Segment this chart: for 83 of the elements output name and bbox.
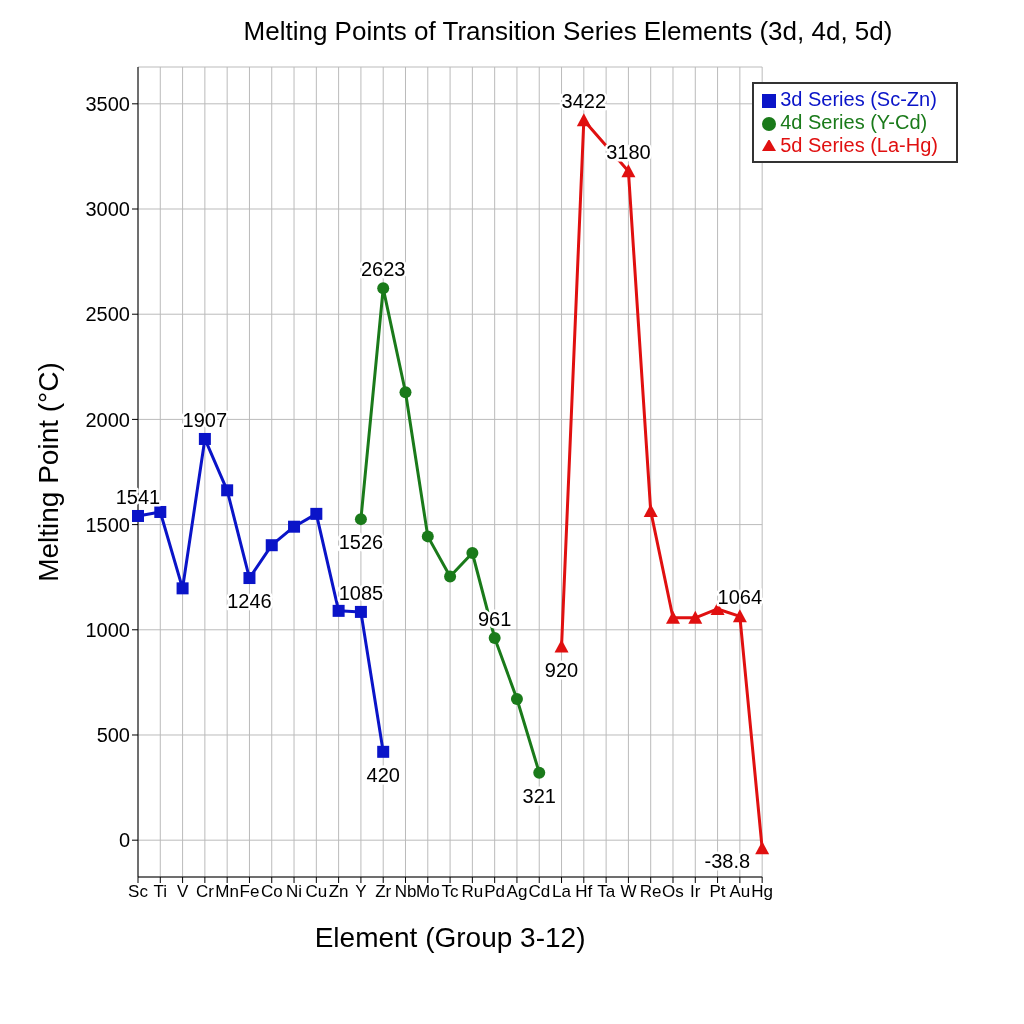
x-tick-label: Ti [153, 882, 168, 902]
point [444, 570, 457, 583]
legend-label: 4d Series (Y-Cd) [780, 111, 928, 133]
point [198, 432, 211, 445]
data-label: 1907 [182, 408, 228, 431]
x-tick-label: Pd [484, 882, 506, 902]
data-label: -38.8 [704, 850, 751, 873]
x-tick-label: Pt [709, 882, 726, 902]
x-tick-label: Tc [441, 882, 460, 902]
x-tick-label: Os [662, 882, 684, 902]
point [332, 604, 345, 617]
x-tick-label: Sc [128, 882, 149, 902]
point [243, 572, 256, 585]
y-tick-label: 2000 [85, 408, 130, 431]
x-tick-label: Ir [690, 882, 701, 902]
point [288, 520, 301, 533]
point [554, 639, 569, 653]
x-tick-label: Nb [394, 882, 417, 902]
point [643, 503, 658, 517]
x-tick-label: Ag [506, 882, 528, 902]
point [221, 484, 234, 497]
data-label: 2623 [360, 258, 406, 281]
data-label: 321 [522, 784, 556, 807]
y-tick-label: 0 [118, 829, 130, 852]
x-tick-label: Hg [751, 882, 774, 902]
x-tick-label: Mn [215, 882, 239, 902]
x-tick-label: La [552, 882, 572, 902]
x-tick-label: Fe [239, 882, 260, 902]
x-tick-label: Ta [597, 882, 616, 902]
point [399, 386, 412, 399]
data-label: 920 [544, 658, 579, 681]
x-tick-label: Co [260, 882, 283, 902]
point [533, 766, 546, 779]
point [466, 547, 479, 559]
x-tick-label: Re [639, 882, 662, 902]
point [421, 530, 434, 543]
point [621, 164, 636, 178]
x-tick-label: Zr [375, 882, 392, 902]
y-tick-label: 3500 [85, 92, 130, 115]
point [354, 513, 367, 526]
point [132, 509, 144, 522]
legend-label: 5d Series (La-Hg) [780, 134, 938, 156]
point [377, 745, 390, 758]
point [176, 582, 189, 595]
y-tick-label: 1500 [85, 513, 130, 536]
point [265, 539, 278, 552]
y-axis-title: Melting Point (°C) [32, 362, 64, 582]
point [510, 693, 523, 706]
point [354, 605, 367, 618]
point [755, 841, 770, 855]
x-tick-label: Ni [286, 882, 303, 902]
x-tick-label: Ru [461, 882, 484, 902]
point [377, 282, 390, 295]
legend-label: 3d Series (Sc-Zn) [780, 88, 937, 110]
x-tick-label: Cr [195, 882, 215, 902]
point [688, 610, 703, 624]
data-label: 1526 [338, 531, 384, 554]
point [665, 610, 680, 624]
x-tick-label: Hf [575, 882, 593, 902]
data-label: 1246 [227, 590, 272, 613]
x-tick-label: V [176, 882, 189, 902]
x-tick-label: Zn [328, 882, 349, 902]
x-tick-label: Au [729, 882, 751, 902]
x-tick-label: Y [355, 882, 367, 902]
data-label: 3422 [561, 90, 607, 113]
x-tick-label: Cu [305, 882, 328, 902]
data-label: 1064 [717, 586, 763, 609]
point [576, 113, 591, 127]
y-tick-label: 3000 [85, 198, 130, 221]
point [732, 609, 747, 623]
x-tick-label: Mo [415, 882, 440, 902]
y-tick-label: 2500 [85, 303, 130, 326]
y-tick-label: 1000 [85, 618, 130, 641]
data-label: 420 [366, 763, 400, 786]
y-tick-label: 500 [96, 724, 130, 747]
x-tick-label: W [620, 882, 637, 902]
point [154, 505, 167, 518]
point [488, 632, 501, 644]
point [310, 507, 323, 520]
x-tick-label: Cd [528, 882, 551, 902]
data-label: 1085 [338, 581, 384, 604]
chart-title: Melting Points of Transition Series Elements (3d, 4d, 5d) [242, 16, 894, 47]
x-axis-title: Element (Group 3-12) [314, 922, 586, 953]
